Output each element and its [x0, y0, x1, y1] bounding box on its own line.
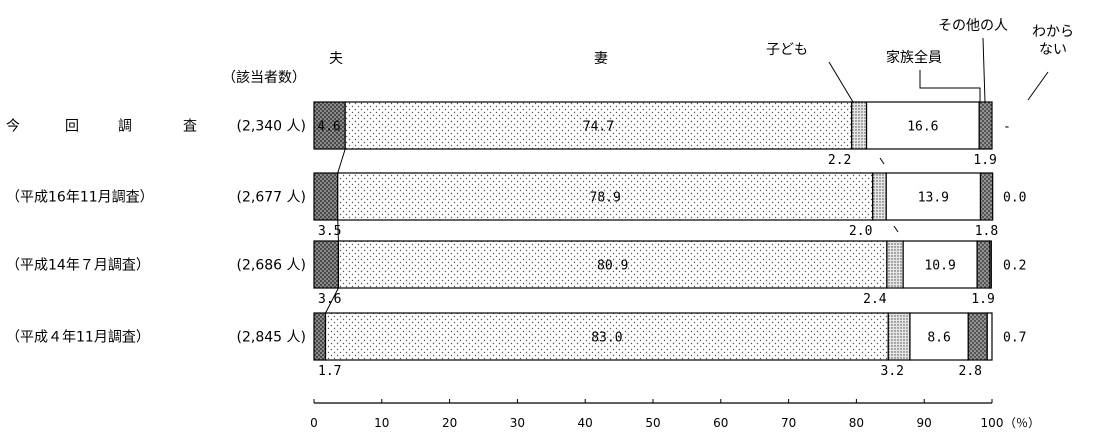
legend-label-line: わから [1032, 24, 1074, 40]
connector-line [337, 148, 346, 174]
value-label: 4.6 [317, 120, 340, 135]
bar-segment-4-1 [313, 312, 327, 361]
label-tick [879, 157, 885, 165]
x-tick-label: 50 [645, 416, 660, 430]
x-tick-label: 0 [310, 416, 318, 430]
value-label: 2.8 [959, 364, 982, 379]
value-label: 1.9 [973, 153, 996, 168]
legend-leader-line [919, 70, 981, 102]
bar-segment-1-4 [865, 101, 980, 150]
value-label: 0.7 [1003, 331, 1026, 346]
category-label-char: 査 [183, 119, 197, 135]
x-tick-label: 60 [713, 416, 728, 430]
legend-label: 夫 [329, 51, 343, 67]
bar-segment-3-5 [976, 240, 991, 289]
bar-segment-4-4 [909, 312, 969, 361]
value-label: 13.9 [918, 191, 949, 206]
value-label: 80.9 [597, 259, 628, 274]
bar-segment-2-2 [337, 172, 874, 221]
x-tick-label: 40 [578, 416, 593, 430]
x-tick-label: 100 [981, 416, 1004, 430]
bar-segment-2-1 [313, 172, 339, 221]
x-axis-unit: （％） [1004, 416, 1040, 430]
value-label: 2.4 [863, 292, 887, 307]
legend-label: 子ども [766, 42, 808, 58]
bar-segment-2-4 [885, 172, 982, 221]
category-label-char: 回 [65, 119, 79, 135]
value-label: - [1003, 120, 1011, 135]
value-label: 1.8 [975, 224, 998, 239]
count-header: （該当者数） [222, 70, 306, 86]
category-count: (2,340 人) [237, 119, 306, 135]
x-tick-label: 90 [917, 416, 932, 430]
legend-label: 家族全員 [886, 49, 942, 66]
value-label: 1.9 [971, 292, 994, 307]
bar-segment-3-2 [337, 240, 888, 289]
value-label: 74.7 [583, 120, 614, 135]
value-label: 3.6 [318, 292, 341, 307]
connector-line [337, 219, 339, 242]
x-tick-label: 80 [849, 416, 864, 430]
bar-segment-3-4 [902, 240, 978, 289]
category-label-char: 調 [118, 119, 132, 135]
bar-segment-3-1 [313, 240, 340, 289]
bar-segment-4-3 [887, 312, 911, 361]
value-label: 3.5 [318, 224, 341, 239]
value-label: 3.2 [881, 364, 904, 379]
label-tick [893, 225, 899, 233]
category-count: (2,677 人) [237, 190, 306, 206]
value-label: 16.6 [907, 120, 938, 135]
bar-segment-2-5 [979, 172, 994, 221]
value-label: 0.2 [1003, 259, 1026, 274]
value-label: 8.6 [927, 331, 950, 346]
category-label: （平成16年11月調査） [6, 190, 154, 206]
bar-segment-1-5 [978, 101, 993, 150]
x-tick-label: 20 [442, 416, 457, 430]
legend-leader-line [982, 37, 986, 103]
value-label: 10.9 [924, 259, 955, 274]
x-tick-label: 30 [510, 416, 525, 430]
category-label: （平成14年７月調査） [6, 258, 150, 274]
bar-segment-4-5 [967, 312, 988, 361]
bar-segment-2-3 [872, 172, 887, 221]
bar-segment-1-1 [313, 101, 346, 150]
category-label-char: 今 [6, 119, 20, 135]
category-label: （平成４年11月調査） [6, 330, 150, 346]
legend-leader-line [828, 61, 854, 103]
bar-segment-3-6 [989, 240, 992, 289]
category-count: (2,686 人) [237, 258, 306, 274]
bar-segment-4-6 [986, 312, 993, 361]
value-label: 0.0 [1003, 191, 1026, 206]
bar-segment-4-2 [324, 312, 889, 361]
value-label: 1.7 [318, 364, 341, 379]
legend-label-line: ない [1039, 42, 1067, 58]
legend-label: 妻 [594, 51, 608, 67]
value-label: 2.2 [828, 153, 851, 168]
value-label: 83.0 [591, 331, 622, 346]
bar-segment-3-3 [886, 240, 904, 289]
legend-label: その他の人 [938, 18, 1008, 34]
value-label: 78.9 [590, 191, 621, 206]
x-tick-label: 70 [781, 416, 796, 430]
x-tick-label: 10 [374, 416, 389, 430]
category-count: (2,845 人) [237, 330, 306, 346]
bar-segment-1-3 [851, 101, 868, 150]
value-label: 2.0 [849, 224, 872, 239]
legend-leader-line [1027, 71, 1049, 101]
bar-segment-1-2 [344, 101, 853, 150]
connector-line [325, 287, 339, 314]
